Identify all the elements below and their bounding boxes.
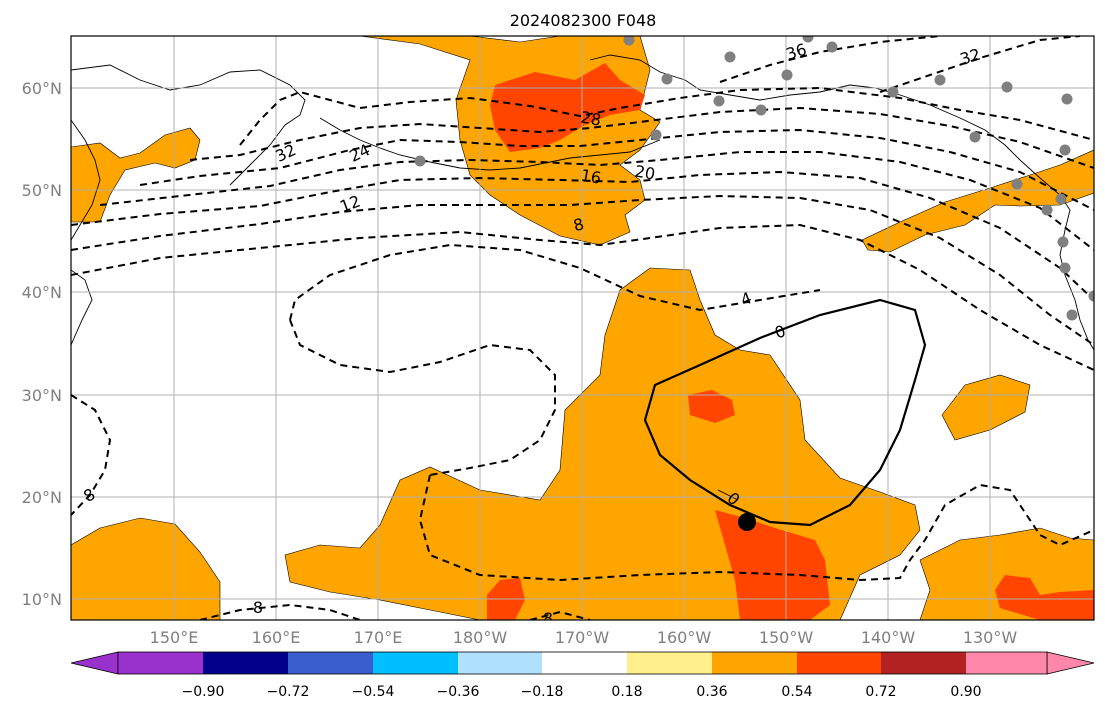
contour-8-southwest [71,394,112,516]
colorbar-tick-label: 0.36 [696,684,727,700]
map-area: 36 32 32 28 24 20 16 12 8 8 8 8 4 0 0 [71,36,1094,628]
lon-tick-labels: 150°E 160°E 170°E 180°W 170°W 160°W 150°… [150,628,1018,647]
lat-tick-label: 60°N [22,79,62,98]
colorbar-segment [118,652,203,674]
station-dots [414,36,1094,321]
coast-aleutians [319,117,661,171]
colorbar-segment [542,652,627,674]
red-south [715,510,830,620]
contour-24 [139,128,1094,211]
lat-tick-label: 30°N [22,386,62,405]
lat-tick-label: 20°N [22,488,62,507]
shade-east-blob [941,374,1031,441]
lon-tick-label: 140°W [861,628,916,647]
colorbar-tick-label: 0.18 [611,684,642,700]
contour-8-north [71,223,1094,371]
lon-tick-label: 150°W [759,628,814,647]
colorbar-segment [712,652,797,674]
colorbar-tick-label: 0.72 [865,684,896,700]
lon-tick-label: 180°W [453,628,508,647]
colorbar-tick-label: −0.90 [182,684,225,700]
lon-tick-label: 160°W [657,628,712,647]
red-north [490,63,645,152]
colorbar-tick-label: −0.18 [521,684,564,700]
lat-tick-label: 10°N [22,590,62,609]
contour-32-west [239,86,1094,146]
contour-label: 28 [579,107,602,129]
lon-tick-label: 160°E [252,628,301,647]
grid [71,36,1094,620]
contour-4 [289,243,821,321]
contour-16 [71,170,1094,301]
coast-kamchatka [71,64,306,186]
colorbar-segment [627,652,712,674]
colorbar-segment [797,652,881,674]
contour-32-east [879,36,1081,93]
colorbar-extend-min [70,651,119,675]
colorbar-tick-label: −0.54 [352,684,395,700]
colorbar-segment [458,652,542,674]
map-frame [70,35,1095,621]
colorbar-extend-max [1046,651,1095,675]
lat-tick-labels: 10°N 20°N 30°N 40°N 50°N 60°N [22,79,62,609]
colorbar-tick-labels: −0.90 −0.72 −0.54 −0.36 −0.18 0.18 0.36 … [182,684,982,700]
contour-8-bottom [199,603,361,620]
dashed-contours [71,36,1094,620]
colorbar-tick-label: 0.90 [950,684,981,700]
colorbar-tick-label: −0.36 [437,684,480,700]
coast-hawaii [717,489,739,501]
colorbar-segment [373,652,458,674]
contour-0 [643,298,927,527]
colorbar [70,651,1095,675]
colorbar-frame [117,651,1048,675]
colorbar-segment [203,652,288,674]
colorbar-segment [966,652,1047,674]
lon-tick-label: 170°E [354,628,403,647]
colorbar-tick-label: −0.72 [267,684,310,700]
lat-tick-label: 50°N [22,181,62,200]
colorbar-segment [881,652,966,674]
lon-tick-label: 130°W [963,628,1018,647]
lat-tick-label: 40°N [22,283,62,302]
red-center [688,390,735,423]
lon-tick-label: 150°E [150,628,199,647]
contour-8-south [418,474,1094,582]
contour-28 [189,106,1094,169]
contour-12 [71,194,1094,346]
contour-label: 16 [579,165,602,187]
storm-center-dot [738,513,756,531]
map-title: 2024082300 F048 [510,11,657,30]
coast-asia [71,119,101,346]
contour-36 [719,36,941,83]
coast-northamerica [1059,209,1094,351]
shade-southwest [71,517,221,620]
lon-tick-label: 170°W [555,628,610,647]
red-southeast [995,575,1094,620]
colorbar-tick-label: 0.54 [781,684,812,700]
contour-4-loop [289,319,556,476]
contour-label: 20 [633,161,656,183]
colorbar-segment [288,652,373,674]
contour-8-bottom-right [529,610,591,620]
contour-20 [99,151,1094,251]
contour-label: 8 [543,609,553,628]
contour-label: 8 [571,214,586,235]
contour-label: 8 [253,598,263,617]
shade-northeast [861,149,1094,253]
